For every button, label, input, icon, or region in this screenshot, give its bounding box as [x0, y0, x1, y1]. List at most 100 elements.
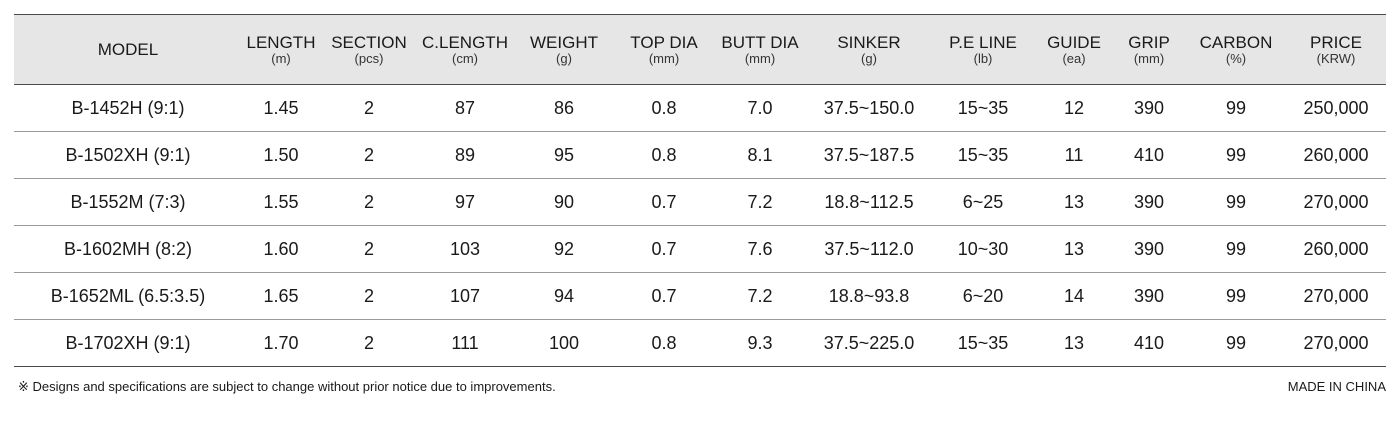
cell-sinker: 18.8~112.5: [808, 178, 930, 226]
cell-top-dia: 0.8: [616, 319, 712, 367]
cell-top-dia: 0.7: [616, 272, 712, 320]
cell-sinker: 37.5~112.0: [808, 225, 930, 273]
cell-weight: 94: [512, 272, 616, 320]
header-unit: (g): [556, 51, 572, 66]
cell-top-dia: 0.7: [616, 225, 712, 273]
header-unit: (%): [1225, 51, 1247, 66]
cell-carbon: 99: [1186, 225, 1286, 273]
cell-butt-dia: 9.3: [712, 319, 808, 367]
header-label: LENGTH: [246, 33, 316, 52]
cell-carbon: 99: [1186, 84, 1286, 132]
header-label: SECTION: [331, 33, 407, 52]
header-sinker: SINKER (g): [808, 14, 930, 85]
cell-pe-line: 15~35: [930, 84, 1036, 132]
cell-top-dia: 0.8: [616, 131, 712, 179]
cell-sinker: 37.5~225.0: [808, 319, 930, 367]
cell-weight: 86: [512, 84, 616, 132]
cell-model: B-1702XH (9:1): [14, 319, 242, 367]
header-grip: GRIP (mm): [1112, 14, 1186, 85]
cell-grip: 410: [1112, 319, 1186, 367]
header-unit: (lb): [973, 51, 993, 66]
cell-model: B-1552M (7:3): [14, 178, 242, 226]
header-label: GUIDE: [1047, 33, 1101, 52]
header-label: TOP DIA: [630, 33, 698, 52]
cell-section: 2: [320, 178, 418, 226]
cell-pe-line: 15~35: [930, 319, 1036, 367]
cell-carbon: 99: [1186, 319, 1286, 367]
cell-guide: 13: [1036, 225, 1112, 273]
header-unit: (mm): [744, 51, 776, 66]
cell-c-length: 87: [418, 84, 512, 132]
header-pe-line: P.E LINE (lb): [930, 14, 1036, 85]
cell-guide: 12: [1036, 84, 1112, 132]
cell-top-dia: 0.7: [616, 178, 712, 226]
cell-section: 2: [320, 225, 418, 273]
cell-butt-dia: 7.6: [712, 225, 808, 273]
header-label: GRIP: [1128, 33, 1170, 52]
spec-table-body: B-1452H (9:1) 1.45 2 87 86 0.8 7.0 37.5~150.0 15…: [14, 84, 1386, 367]
header-unit: (ea): [1062, 51, 1086, 66]
header-guide: GUIDE (ea): [1036, 14, 1112, 85]
header-model: MODEL: [14, 14, 242, 85]
cell-model: B-1502XH (9:1): [14, 131, 242, 179]
cell-sinker: 37.5~187.5: [808, 131, 930, 179]
cell-carbon: 99: [1186, 178, 1286, 226]
header-unit: (cm): [452, 51, 478, 66]
cell-sinker: 37.5~150.0: [808, 84, 930, 132]
cell-butt-dia: 8.1: [712, 131, 808, 179]
cell-guide: 14: [1036, 272, 1112, 320]
header-carbon: CARBON (%): [1186, 14, 1286, 85]
cell-weight: 92: [512, 225, 616, 273]
cell-price: 270,000: [1286, 178, 1386, 226]
header-label: SINKER: [837, 33, 901, 52]
cell-c-length: 97: [418, 178, 512, 226]
header-weight: WEIGHT (g): [512, 14, 616, 85]
cell-pe-line: 10~30: [930, 225, 1036, 273]
cell-grip: 390: [1112, 225, 1186, 273]
cell-model: B-1602MH (8:2): [14, 225, 242, 273]
header-section: SECTION (pcs): [320, 14, 418, 85]
header-label: BUTT DIA: [721, 33, 799, 52]
cell-butt-dia: 7.2: [712, 178, 808, 226]
disclaimer-note: ※ Designs and specifications are subject…: [18, 379, 556, 394]
cell-length: 1.65: [242, 272, 320, 320]
origin-label: MADE IN CHINA: [1287, 379, 1386, 394]
cell-top-dia: 0.8: [616, 84, 712, 132]
cell-weight: 95: [512, 131, 616, 179]
cell-c-length: 107: [418, 272, 512, 320]
cell-c-length: 111: [418, 319, 512, 367]
cell-pe-line: 6~25: [930, 178, 1036, 226]
table-row: B-1452H (9:1) 1.45 2 87 86 0.8 7.0 37.5~150.0 15…: [14, 84, 1386, 132]
header-unit: (mm): [1133, 51, 1165, 66]
cell-section: 2: [320, 319, 418, 367]
cell-price: 270,000: [1286, 272, 1386, 320]
cell-c-length: 89: [418, 131, 512, 179]
table-row: B-1552M (7:3) 1.55 2 97 90 0.7 7.2 18.8~112.5 6~…: [14, 178, 1386, 226]
header-row: MODEL LENGTH (m) SECTION (pcs) C.LENGTH (cm…: [14, 14, 1386, 85]
header-c-length: C.LENGTH (cm): [418, 14, 512, 85]
cell-guide: 13: [1036, 319, 1112, 367]
spec-table: MODEL LENGTH (m) SECTION (pcs) C.LENGTH (cm…: [14, 14, 1386, 367]
spec-table-container: MODEL LENGTH (m) SECTION (pcs) C.LENGTH (cm…: [14, 14, 1386, 367]
cell-length: 1.55: [242, 178, 320, 226]
table-row: B-1502XH (9:1) 1.50 2 89 95 0.8 8.1 37.5~187.5 1…: [14, 131, 1386, 179]
header-unit: (KRW): [1316, 51, 1356, 66]
cell-c-length: 103: [418, 225, 512, 273]
cell-model: B-1652ML (6.5:3.5): [14, 272, 242, 320]
header-label: C.LENGTH: [422, 33, 508, 52]
cell-price: 270,000: [1286, 319, 1386, 367]
table-row: B-1702XH (9:1) 1.70 2 111 100 0.8 9.3 37.5~225.…: [14, 319, 1386, 367]
cell-length: 1.50: [242, 131, 320, 179]
header-price: PRICE (KRW): [1286, 14, 1386, 85]
header-length: LENGTH (m): [242, 14, 320, 85]
table-row: B-1652ML (6.5:3.5) 1.65 2 107 94 0.7 7.2 18.8~9…: [14, 272, 1386, 320]
header-label: MODEL: [97, 40, 159, 59]
cell-length: 1.70: [242, 319, 320, 367]
cell-weight: 100: [512, 319, 616, 367]
cell-grip: 390: [1112, 272, 1186, 320]
cell-sinker: 18.8~93.8: [808, 272, 930, 320]
header-label: WEIGHT: [530, 33, 598, 52]
header-unit: (pcs): [354, 51, 384, 66]
header-label: P.E LINE: [949, 33, 1017, 52]
cell-pe-line: 6~20: [930, 272, 1036, 320]
